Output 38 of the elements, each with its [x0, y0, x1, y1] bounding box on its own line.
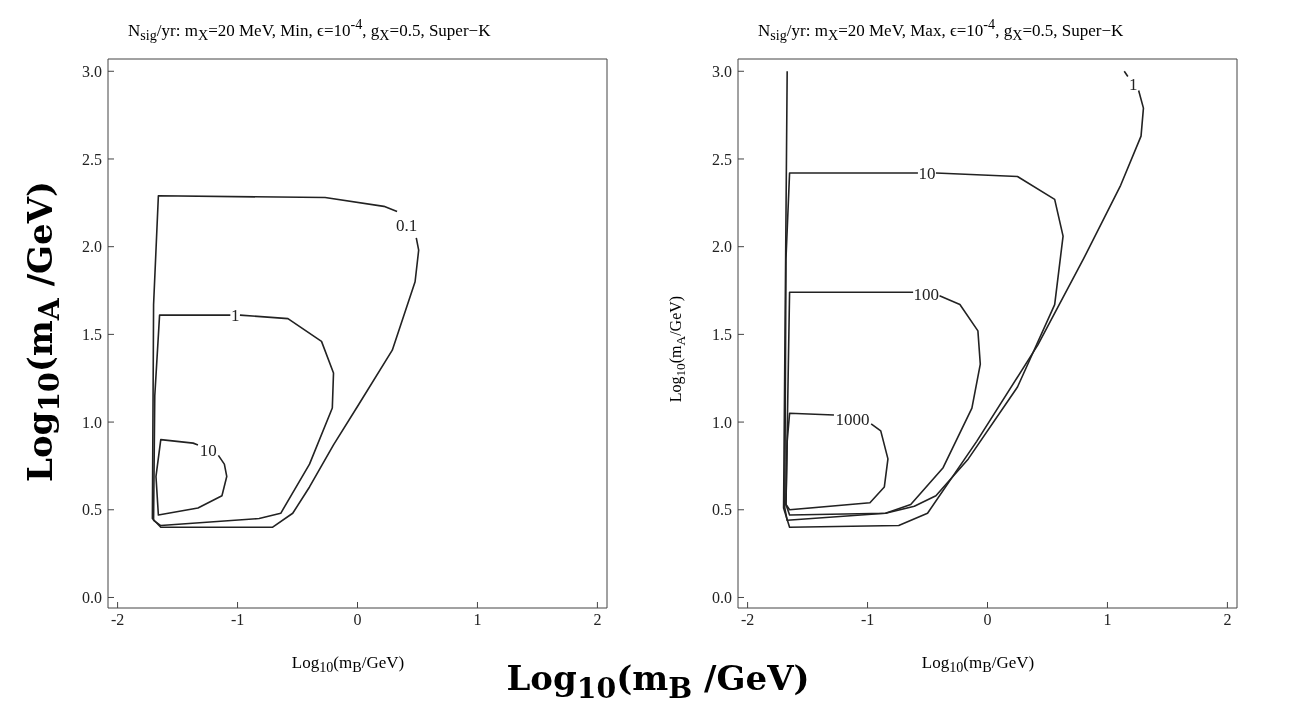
line-series	[151, 195, 420, 529]
series-label: 1000	[835, 410, 870, 430]
y-tick-label: 0.5	[712, 501, 732, 519]
chart-title: N$_{sig}$/yr: m$_{X}$=20 MeV, Max, ϵ=10$^{-4}$, g$_{X}$=0.5, Super−K	[758, 16, 1124, 44]
x-tick-label: 0	[983, 611, 992, 629]
y-tick-label: 1.5	[712, 326, 732, 344]
series-label: 100	[913, 285, 940, 305]
y-tick-label: 3.0	[82, 62, 102, 80]
x-axis-title: Log$_{10}$(m$_{B}$/GeV)	[921, 653, 1035, 676]
series-label: 1	[230, 306, 240, 326]
y-tick-label: 1.5	[82, 326, 102, 344]
x-tick-label: -2	[740, 611, 755, 629]
x-tick-label: -1	[230, 611, 245, 629]
y-tick-label: 2.0	[712, 238, 732, 256]
text: Log$_{10}$(m$_{B}$ /GeV)	[506, 658, 810, 705]
x-tick-label: -1	[860, 611, 875, 629]
y-tick-label: 0.5	[82, 501, 102, 519]
y-tick-label: 2.0	[82, 238, 102, 256]
series-label: 10	[199, 441, 217, 461]
y-tick-label: 2.5	[712, 150, 732, 168]
y-tick-label: 2.5	[82, 150, 102, 168]
x-tick-label: 2	[593, 611, 602, 629]
y-tick-label: 0.0	[712, 589, 732, 607]
y-tick-label: 1.0	[82, 413, 102, 431]
y-tick-label: 1.0	[712, 413, 732, 431]
series-label: 10	[918, 164, 936, 184]
x-tick-label: -2	[110, 611, 125, 629]
line-series	[155, 438, 228, 516]
x-tick-label: 0	[353, 611, 362, 629]
series-label: 1	[1128, 74, 1138, 94]
y-tick-label: 3.0	[712, 62, 732, 80]
chart-title: N$_{sig}$/yr: m$_{X}$=20 MeV, Min, ϵ=10$^{-4}$, g$_{X}$=0.5, Super−K	[128, 16, 491, 44]
x-tick-label: 1	[473, 611, 482, 629]
x-axis-title: Log$_{10}$(m$_{B}$/GeV)	[291, 653, 405, 676]
y-tick-label: 0.0	[82, 589, 102, 607]
series-label: 0.1	[396, 215, 418, 235]
x-tick-label: 1	[1103, 611, 1112, 629]
x-tick-label: 2	[1223, 611, 1232, 629]
